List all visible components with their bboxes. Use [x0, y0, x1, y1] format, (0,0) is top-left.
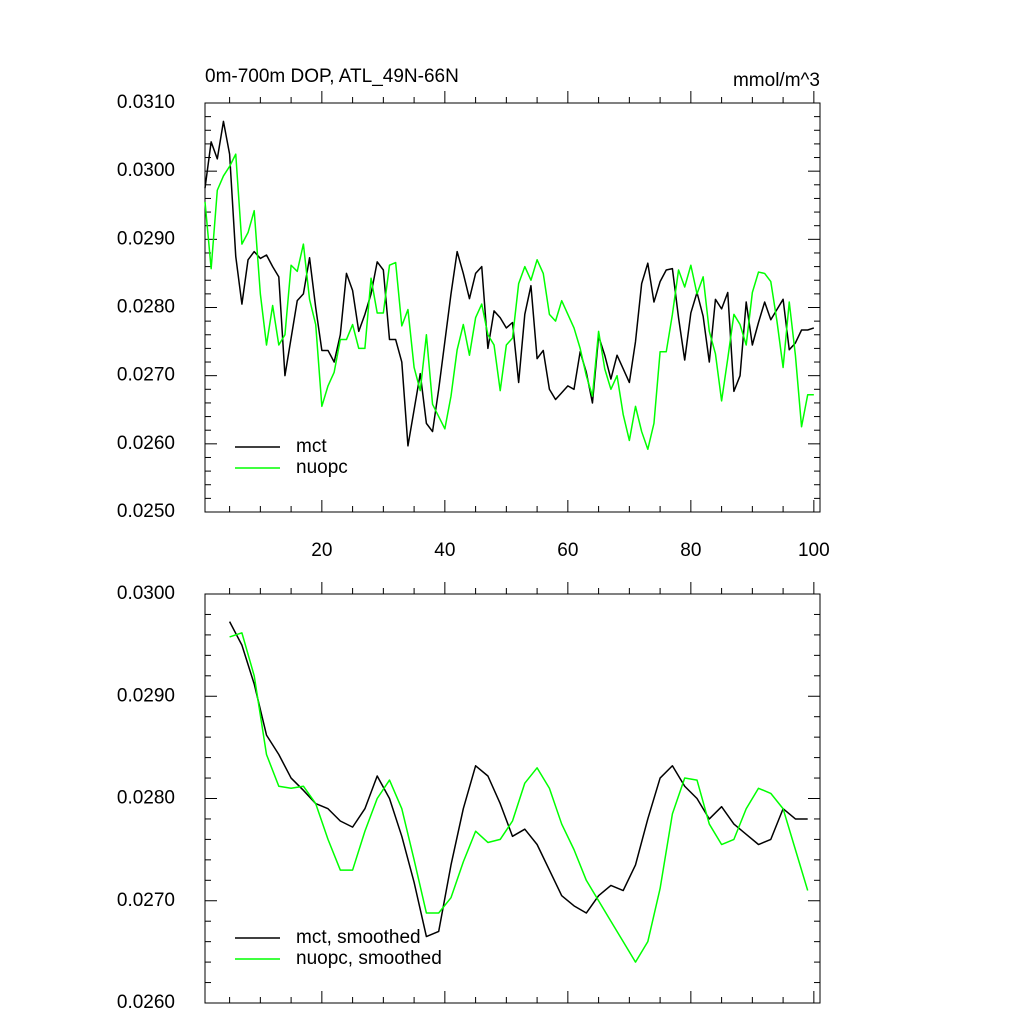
x-tick-label: 60 — [557, 540, 578, 561]
y-tick-label: 0.0260 — [117, 992, 175, 1013]
y-tick-label: 0.0300 — [117, 160, 175, 181]
legend-label: nuopc, smoothed — [296, 948, 442, 969]
y-tick-label: 0.0250 — [117, 501, 175, 522]
y-tick-label: 0.0280 — [117, 297, 175, 318]
y-tick-label: 0.0290 — [117, 228, 175, 249]
series-line — [229, 632, 809, 963]
x-tick-label: 100 — [798, 540, 830, 561]
y-tick-label: 0.0310 — [117, 92, 175, 113]
x-tick-label: 80 — [680, 540, 701, 561]
y-tick-label: 0.0300 — [117, 583, 175, 604]
legend-label: mct, smoothed — [296, 927, 421, 948]
y-tick-label: 0.0290 — [117, 685, 175, 706]
legend-label: nuopc — [296, 457, 348, 478]
units-label: mmol/m^3 — [733, 70, 820, 91]
x-tick-label: 40 — [434, 540, 455, 561]
chart-title: 0m-700m DOP, ATL_49N-66N — [205, 66, 459, 87]
series-line — [204, 153, 814, 451]
x-tick-label: 20 — [311, 540, 332, 561]
series-line — [228, 621, 808, 938]
y-tick-label: 0.0260 — [117, 433, 175, 454]
y-tick-label: 0.0270 — [117, 890, 175, 911]
y-tick-label: 0.0280 — [117, 788, 175, 809]
y-tick-label: 0.0270 — [117, 365, 175, 386]
legend-label: mct — [296, 436, 327, 457]
